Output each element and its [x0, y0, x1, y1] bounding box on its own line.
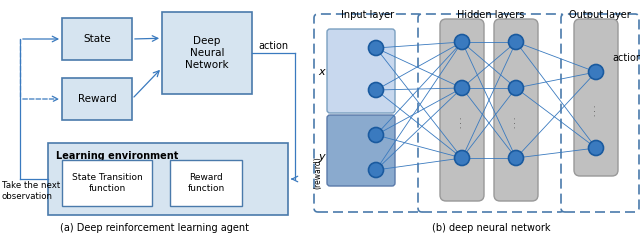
Circle shape: [454, 150, 470, 165]
FancyBboxPatch shape: [327, 115, 395, 186]
Circle shape: [454, 35, 470, 50]
Circle shape: [369, 128, 383, 142]
Circle shape: [369, 41, 383, 55]
Text: Input layer: Input layer: [341, 10, 395, 20]
Text: Take the next
observation: Take the next observation: [2, 181, 60, 201]
Text: Learning environment: Learning environment: [56, 151, 179, 161]
Text: State Transition
function: State Transition function: [72, 173, 142, 193]
FancyBboxPatch shape: [494, 19, 538, 201]
Text: Output layer: Output layer: [569, 10, 631, 20]
Text: actions: actions: [612, 53, 640, 63]
Text: (b) deep neural network: (b) deep neural network: [432, 223, 550, 233]
FancyBboxPatch shape: [561, 14, 639, 212]
Text: Hidden layers: Hidden layers: [458, 10, 525, 20]
FancyBboxPatch shape: [327, 29, 395, 113]
FancyBboxPatch shape: [418, 14, 564, 212]
FancyBboxPatch shape: [440, 19, 484, 201]
Circle shape: [454, 81, 470, 96]
Text: State: State: [83, 34, 111, 44]
FancyBboxPatch shape: [574, 19, 618, 176]
Circle shape: [509, 35, 524, 50]
Circle shape: [589, 141, 604, 155]
Circle shape: [369, 163, 383, 178]
Text: (a) Deep reinforcement learning agent: (a) Deep reinforcement learning agent: [61, 223, 250, 233]
Text: y: y: [319, 152, 325, 162]
Text: · · ·: · · ·: [459, 116, 465, 128]
FancyBboxPatch shape: [162, 12, 252, 94]
FancyBboxPatch shape: [314, 14, 422, 212]
FancyBboxPatch shape: [170, 160, 242, 206]
FancyBboxPatch shape: [62, 78, 132, 120]
Text: action: action: [258, 41, 288, 51]
Text: Reward
function: Reward function: [188, 173, 225, 193]
Text: Deep
Neural
Network: Deep Neural Network: [185, 36, 229, 70]
Circle shape: [509, 150, 524, 165]
Circle shape: [509, 81, 524, 96]
Text: · · ·: · · ·: [513, 116, 519, 128]
Text: · · ·: · · ·: [593, 104, 599, 116]
Circle shape: [369, 82, 383, 97]
Text: x: x: [319, 67, 325, 77]
FancyBboxPatch shape: [62, 18, 132, 60]
FancyBboxPatch shape: [48, 143, 288, 215]
Circle shape: [589, 64, 604, 79]
FancyBboxPatch shape: [62, 160, 152, 206]
Text: Reward: Reward: [77, 94, 116, 104]
Text: (reward): (reward): [314, 157, 323, 189]
